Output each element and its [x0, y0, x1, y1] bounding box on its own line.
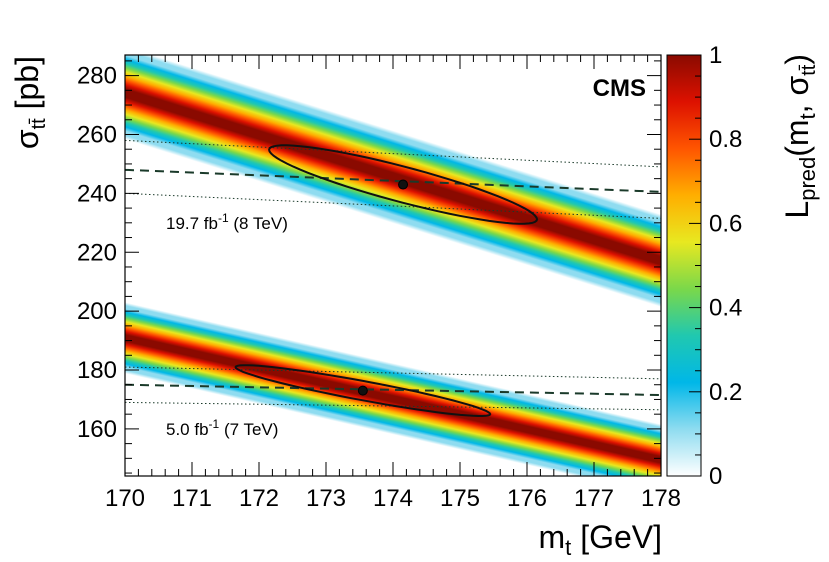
x-axis-title: mt [GeV] [539, 519, 662, 560]
y-tick-label: 260 [77, 121, 117, 148]
x-tick-label: 174 [373, 485, 413, 512]
likelihood-heatmap [125, 55, 661, 476]
contour-ellipse-7-tev [234, 364, 492, 417]
colorbar-tick-label: 0 [709, 463, 722, 490]
cms-label: CMS [593, 75, 646, 102]
x-tick-label: 177 [574, 485, 614, 512]
contour-overlays [125, 139, 661, 417]
colorbar: 0 0.2 0.4 0.6 0.8 1 [666, 42, 742, 490]
y-tick-label: 280 [77, 63, 117, 90]
x-tick-label: 170 [105, 485, 145, 512]
theory-lower-8-tev [125, 192, 661, 219]
y-tick-label: 200 [77, 298, 117, 325]
colorbar-tick-label: 1 [709, 42, 722, 69]
x-tick-label: 171 [172, 485, 212, 512]
x-tick-label: 172 [239, 485, 279, 512]
best-fit-point-7-tev [357, 385, 368, 396]
colorbar-tick-label: 0.2 [709, 379, 742, 406]
colorbar-tick-label: 0.8 [709, 126, 742, 153]
dataset-label-8-tev: 19.7 fb-1 (8 TeV) [166, 211, 288, 233]
x-tick-label: 176 [507, 485, 547, 512]
x-tick-label: 175 [440, 485, 480, 512]
colorbar-tick-label: 0.4 [709, 295, 742, 322]
axes: 170 171 172 173 174 175 176 177 178 160 180 200 220 2… [77, 55, 681, 512]
dataset-label-7-tev: 5.0 fb-1 (7 TeV) [166, 417, 278, 439]
colorbar-tick-label: 0.6 [709, 210, 742, 237]
x-tick-label: 173 [306, 485, 346, 512]
y-axis-title: σtt̄ [pb] [9, 56, 50, 149]
best-fit-point-8-tev [398, 179, 409, 190]
theory-upper-7-tev [125, 366, 661, 380]
y-tick-label: 180 [77, 357, 117, 384]
colorbar-title: Lpred(mt, σtt̄) [779, 54, 820, 219]
theory-upper-8-tev [125, 139, 661, 168]
likelihood-band-7-tev [125, 289, 661, 476]
x-tick-label: 178 [641, 485, 681, 512]
y-tick-label: 220 [77, 239, 117, 266]
y-tick-label: 240 [77, 180, 117, 207]
likelihood-band-8-tev [125, 55, 661, 324]
y-tick-label: 160 [77, 416, 117, 443]
contour-ellipse-8-tev [268, 144, 539, 225]
